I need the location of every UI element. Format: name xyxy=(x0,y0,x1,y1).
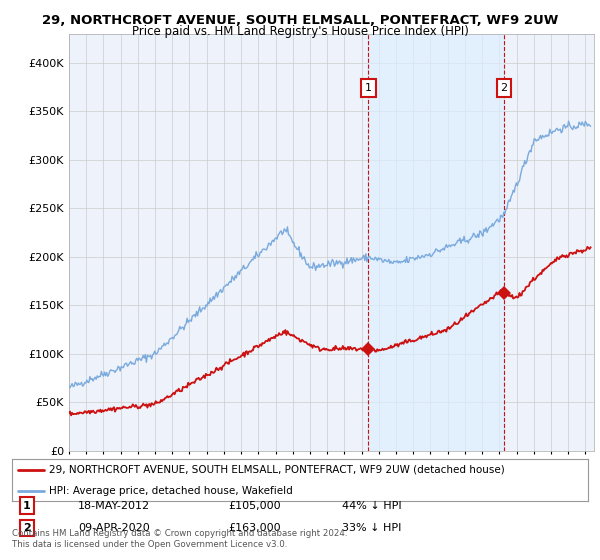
Text: Price paid vs. HM Land Registry's House Price Index (HPI): Price paid vs. HM Land Registry's House … xyxy=(131,25,469,38)
Text: 2: 2 xyxy=(23,523,31,533)
Text: 29, NORTHCROFT AVENUE, SOUTH ELMSALL, PONTEFRACT, WF9 2UW (detached house): 29, NORTHCROFT AVENUE, SOUTH ELMSALL, PO… xyxy=(49,465,505,475)
Bar xyxy=(368,34,504,451)
Text: HPI: Average price, detached house, Wakefield: HPI: Average price, detached house, Wake… xyxy=(49,486,293,496)
Text: Contains HM Land Registry data © Crown copyright and database right 2024.
This d: Contains HM Land Registry data © Crown c… xyxy=(12,529,347,549)
Text: 29, NORTHCROFT AVENUE, SOUTH ELMSALL, PONTEFRACT, WF9 2UW: 29, NORTHCROFT AVENUE, SOUTH ELMSALL, PO… xyxy=(42,14,558,27)
Text: 1: 1 xyxy=(23,501,31,511)
Text: £163,000: £163,000 xyxy=(228,523,281,533)
Text: 44% ↓ HPI: 44% ↓ HPI xyxy=(342,501,401,511)
Text: 18-MAY-2012: 18-MAY-2012 xyxy=(78,501,150,511)
Text: 33% ↓ HPI: 33% ↓ HPI xyxy=(342,523,401,533)
Text: 1: 1 xyxy=(365,83,371,93)
Text: 09-APR-2020: 09-APR-2020 xyxy=(78,523,150,533)
Text: £105,000: £105,000 xyxy=(228,501,281,511)
Text: 2: 2 xyxy=(500,83,508,93)
